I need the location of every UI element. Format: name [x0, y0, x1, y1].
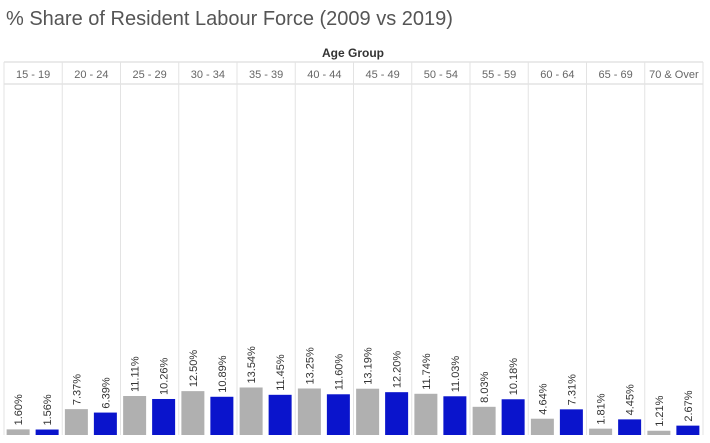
bar: [647, 430, 671, 435]
category-label: 35 - 39: [249, 69, 283, 81]
data-label: 10.89%: [217, 355, 229, 393]
chart-title: % Share of Resident Labour Force (2009 v…: [6, 8, 453, 30]
bar: [268, 394, 292, 435]
category-label: 20 - 24: [74, 69, 108, 81]
data-label: 6.39%: [100, 377, 112, 408]
bar: [93, 412, 117, 435]
data-label: 8.03%: [479, 371, 491, 402]
data-label: 11.60%: [333, 354, 345, 391]
bar: [501, 399, 525, 435]
bar: [181, 391, 205, 435]
bar: [210, 396, 234, 435]
data-label: 13.54%: [246, 346, 258, 384]
category-label: 25 - 29: [133, 69, 167, 81]
category-label: 65 - 69: [599, 69, 633, 81]
data-label: 2.67%: [683, 390, 695, 421]
bar: [123, 396, 147, 435]
bar: [559, 409, 583, 435]
bar: [530, 418, 554, 435]
bar: [385, 392, 409, 435]
data-label: 10.26%: [159, 357, 171, 395]
bar: [589, 428, 613, 435]
data-label: 13.19%: [363, 347, 375, 385]
category-label: 40 - 44: [307, 69, 341, 81]
data-label: 1.56%: [42, 394, 54, 425]
category-label: 30 - 34: [191, 69, 225, 81]
data-label: 7.31%: [566, 374, 578, 405]
data-label: 12.50%: [188, 350, 200, 388]
data-label: 13.25%: [304, 347, 316, 385]
bar: [297, 388, 321, 435]
data-label: 4.64%: [537, 383, 549, 414]
bar: [326, 394, 350, 435]
category-label: 50 - 54: [424, 69, 458, 81]
category-label: 60 - 64: [540, 69, 574, 81]
data-label: 11.03%: [450, 356, 462, 393]
data-label: 11.45%: [275, 354, 287, 391]
data-label: 1.21%: [654, 395, 666, 426]
bar: [35, 429, 59, 435]
category-label: 70 & Over: [649, 69, 699, 81]
category-label: 15 - 19: [16, 69, 50, 81]
column-header: Age Group: [322, 46, 384, 60]
data-label: 11.11%: [130, 356, 142, 392]
bar: [6, 429, 30, 435]
data-label: 11.74%: [421, 353, 433, 390]
data-label: 10.18%: [508, 358, 520, 396]
bar: [64, 409, 88, 435]
bar: [676, 425, 700, 435]
bar: [239, 387, 263, 435]
data-label: 1.60%: [13, 394, 25, 425]
data-label: 12.20%: [392, 351, 404, 389]
bar: [356, 388, 380, 435]
bar: [443, 396, 467, 435]
bar: [472, 406, 496, 435]
category-label: 55 - 59: [482, 69, 516, 81]
category-label: 45 - 49: [366, 69, 400, 81]
bar: [152, 398, 176, 435]
data-label: 1.81%: [596, 393, 608, 424]
bar: [618, 419, 642, 435]
data-label: 4.45%: [625, 384, 637, 415]
data-label: 7.37%: [71, 374, 83, 405]
bar: [414, 393, 438, 435]
